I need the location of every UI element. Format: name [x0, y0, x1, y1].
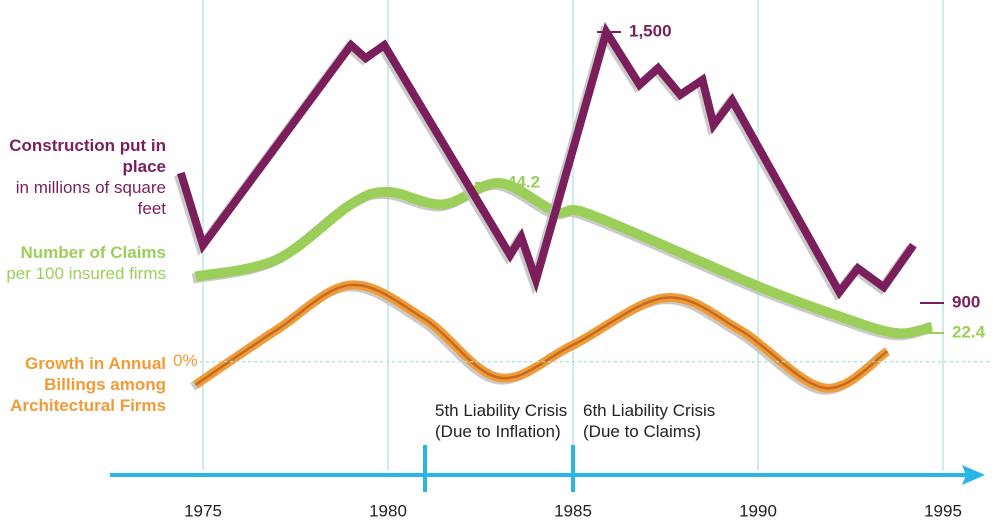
x-tick-label: 1975	[184, 501, 222, 520]
x-tick-label: 1985	[554, 501, 592, 520]
series-line-core	[194, 283, 889, 390]
crisis-label: 5th Liability Crisis (Due to Inflation)	[435, 401, 568, 441]
x-tick-label: 1990	[739, 501, 777, 520]
y-tick-label: 0%	[173, 351, 198, 370]
y-tick-label: 900	[952, 292, 980, 311]
series-name: Construction put in place	[9, 136, 166, 176]
series-name: Number of Claims	[20, 243, 166, 262]
series-label: Construction put in place in millions of …	[0, 135, 166, 219]
x-tick-label: 1995	[924, 501, 962, 520]
series-unit: per 100 insured firms	[6, 264, 166, 283]
crisis-label: 6th Liability Crisis (Due to Claims)	[583, 401, 716, 441]
series-name: Growth in Annual Billings among Architec…	[10, 354, 166, 415]
series-line	[176, 22, 917, 300]
y-tick-label: 44.2	[507, 172, 540, 191]
series-label: Number of Claims per 100 insured firms	[0, 242, 166, 284]
y-tick-label: 22.4	[952, 322, 986, 341]
y-tick-label: 1,500	[629, 21, 672, 40]
x-tick-label: 1980	[369, 501, 407, 520]
timeline-arrow	[962, 465, 985, 485]
series-unit: in millions of square feet	[15, 178, 166, 218]
series-label: Growth in Annual Billings among Architec…	[0, 353, 166, 416]
